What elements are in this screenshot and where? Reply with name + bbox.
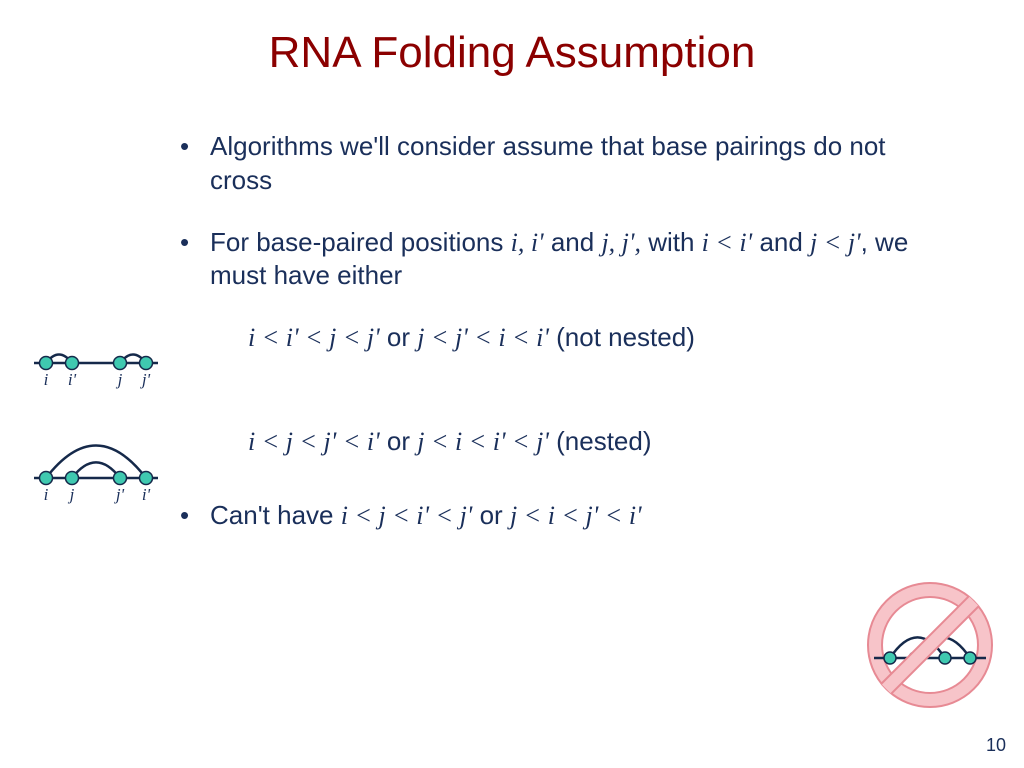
- b2-mid3: and: [752, 227, 810, 257]
- b2-pre: For base-paired positions: [210, 227, 511, 257]
- sub-2: i < j < j' < i' or j < i < i' < j' (nest…: [180, 425, 950, 459]
- bullet-2: For base-paired positions i, i' and j, j…: [180, 226, 950, 294]
- svg-text:i: i: [44, 485, 49, 504]
- b3-i1: i < j < i' < j': [341, 501, 473, 530]
- b2-i4: j < j': [810, 228, 861, 257]
- b3-i2: j < i < j' < i': [510, 501, 642, 530]
- svg-text:j': j': [140, 370, 151, 389]
- svg-text:i': i': [142, 485, 151, 504]
- svg-text:j: j: [68, 485, 75, 504]
- svg-text:i: i: [44, 370, 49, 389]
- sub2-paren: (nested): [549, 426, 652, 456]
- sub2-i1: i < j < j' < i': [248, 427, 380, 456]
- svg-text:j': j': [114, 485, 125, 504]
- svg-text:i': i': [68, 370, 77, 389]
- b3-or: or: [472, 500, 510, 530]
- b2-mid2: with: [641, 227, 702, 257]
- diagram-nested: ij j' i': [20, 430, 185, 510]
- bullet-1: Algorithms we'll consider assume that ba…: [180, 130, 950, 198]
- b2-i2: j, j',: [601, 228, 641, 257]
- sub1-or: or: [380, 322, 418, 352]
- sub1-i2: j < j' < i < i': [417, 323, 549, 352]
- diagram-not-nested: i i' j j': [20, 325, 185, 395]
- bullet-list: Algorithms we'll consider assume that ba…: [180, 130, 950, 561]
- sub2-i2: j < i < i' < j': [417, 427, 549, 456]
- sub1-i1: i < i' < j < j': [248, 323, 380, 352]
- slide-title: RNA Folding Assumption: [0, 28, 1024, 78]
- b3-pre: Can't have: [210, 500, 341, 530]
- bullet-1-text: Algorithms we'll consider assume that ba…: [210, 131, 886, 195]
- page-number: 10: [986, 735, 1006, 756]
- sub-1: i < i' < j < j' or j < j' < i < i' (not …: [180, 321, 950, 355]
- svg-text:j: j: [116, 370, 123, 389]
- b2-i1: i, i': [511, 228, 544, 257]
- diagram-crossing-forbidden: [855, 570, 1005, 720]
- bullet-3: Can't have i < j < i' < j' or j < i < j'…: [180, 499, 950, 533]
- sub2-or: or: [380, 426, 418, 456]
- b2-i3: i < i': [702, 228, 753, 257]
- sub1-paren: (not nested): [549, 322, 695, 352]
- b2-mid1: and: [544, 227, 602, 257]
